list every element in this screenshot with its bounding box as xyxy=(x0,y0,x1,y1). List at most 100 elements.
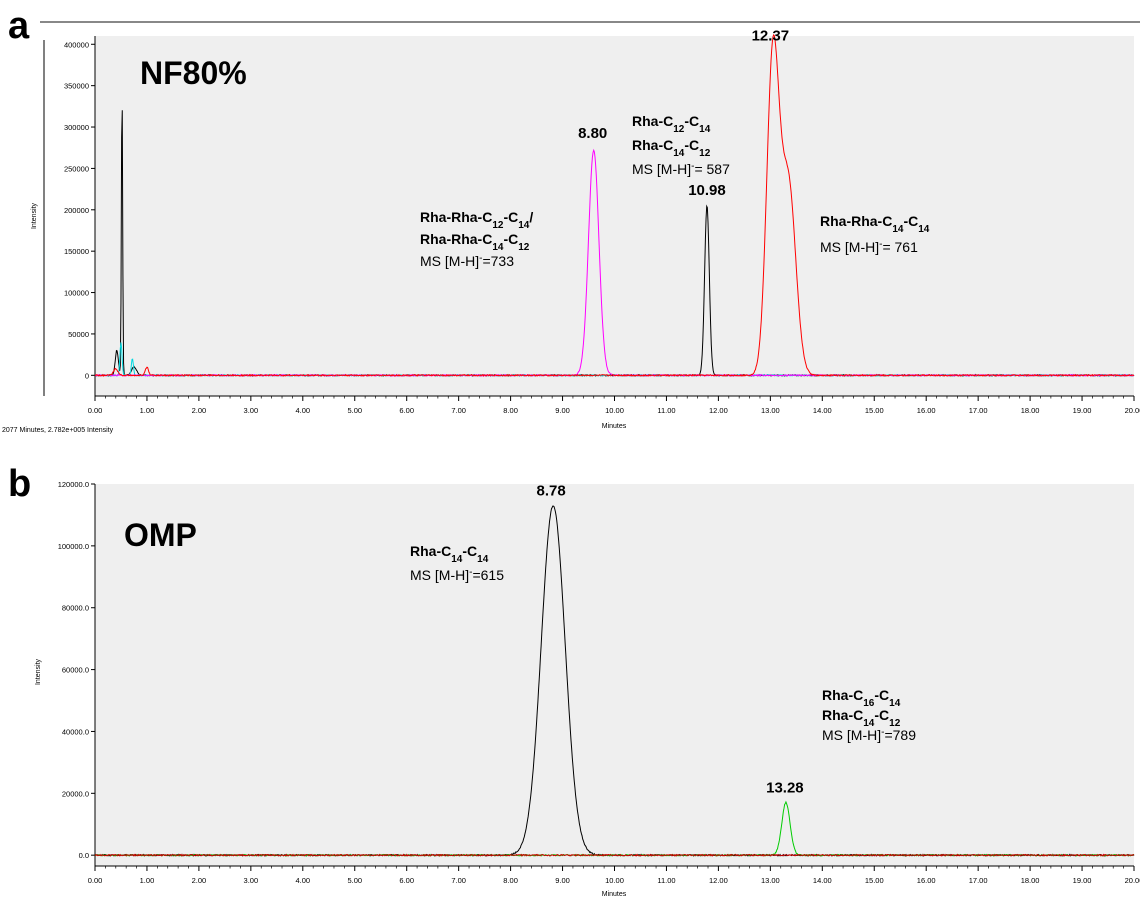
panel-b-peak-labels: 8.78 13.28 xyxy=(537,482,804,796)
y-tick-label: 100000 xyxy=(64,289,89,298)
y-tick-label: 40000.0 xyxy=(62,727,89,736)
panel-b-letter: b xyxy=(8,463,31,505)
annotation-line: Rha-C14-C12 xyxy=(822,707,901,729)
panel-a-peak-labels: 8.80 10.98 12.37 xyxy=(578,27,789,199)
panel-a-y-label: Intensity xyxy=(31,202,38,229)
x-tick-label: 20.00 xyxy=(1125,876,1140,885)
y-tick-label: 120000.0 xyxy=(58,480,89,489)
x-tick-label: 13.00 xyxy=(761,876,780,885)
panel-a-y-ticks: 0 50000 100000 150000 200000 250000 300000 3500… xyxy=(64,40,95,380)
annotation-line: MS [M-H]-=789 xyxy=(822,727,916,744)
x-tick-label: 5.00 xyxy=(347,406,362,415)
x-tick-label: 19.00 xyxy=(1073,406,1092,415)
panel-b-traces xyxy=(94,505,1135,857)
panel-b-y-label: Intensity xyxy=(35,658,42,685)
y-tick-label: 20000.0 xyxy=(62,789,89,798)
x-tick-label: 12.00 xyxy=(709,406,728,415)
x-tick-label: 4.00 xyxy=(295,406,310,415)
x-tick-label: 10.00 xyxy=(605,406,624,415)
x-tick-label: 11.00 xyxy=(657,876,675,885)
y-tick-label: 350000 xyxy=(64,82,89,91)
annotation-line: MS [M-H]-= 761 xyxy=(820,239,918,256)
x-tick-label: 10.00 xyxy=(605,876,624,885)
x-tick-label: 1.00 xyxy=(140,876,155,885)
x-tick-label: 4.00 xyxy=(295,876,310,885)
peak-label: 8.80 xyxy=(578,125,607,142)
x-tick-label: 8.00 xyxy=(503,406,518,415)
x-tick-label: 18.00 xyxy=(1021,876,1040,885)
peak-label: 12.37 xyxy=(752,27,790,44)
y-tick-label: 100000.0 xyxy=(58,542,89,551)
x-tick-label: 14.00 xyxy=(813,406,832,415)
x-tick-label: 17.00 xyxy=(969,876,988,885)
trace-series-3 xyxy=(94,853,1135,857)
panel-a-x-label: Minutes xyxy=(602,423,627,430)
panel-a: a 0 50000 100000 150000 200000 250000 300000 35… xyxy=(2,5,1140,434)
annotation-line: Rha-Rha-C12-C14/ xyxy=(420,209,533,231)
y-tick-label: 150000 xyxy=(64,247,89,256)
peak-label: 10.98 xyxy=(688,182,726,199)
annotation-line: MS [M-H]-=733 xyxy=(420,253,514,270)
x-tick-label: 0.00 xyxy=(88,876,103,885)
panel-b: b 0.0 20000.0 40000.0 60000.0 80000.0 100000.… xyxy=(8,463,1140,898)
y-tick-label: 250000 xyxy=(64,164,89,173)
annotation-line: Rha-C16-C14 xyxy=(822,687,901,709)
x-tick-label: 3.00 xyxy=(244,406,259,415)
panel-b-plot-area xyxy=(95,484,1134,866)
panel-a-traces xyxy=(94,33,1135,377)
panel-b-y-ticks: 0.0 20000.0 40000.0 60000.0 80000.0 100000.0 1… xyxy=(58,480,95,860)
y-tick-label: 400000 xyxy=(64,40,89,49)
annotation-line: Rha-C12-C14 xyxy=(632,113,711,135)
trace-series-4 xyxy=(94,33,1135,377)
x-tick-label: 2.00 xyxy=(192,406,207,415)
x-tick-label: 9.00 xyxy=(555,406,570,415)
x-tick-label: 12.00 xyxy=(709,876,728,885)
x-tick-label: 20.00 xyxy=(1125,406,1140,415)
x-tick-label: 1.00 xyxy=(140,406,155,415)
annotation-line: Rha-Rha-C14-C12 xyxy=(420,231,530,253)
x-tick-label: 7.00 xyxy=(451,406,466,415)
panel-b-annotation-1: Rha-C14-C14 MS [M-H]-=615 xyxy=(410,543,504,583)
x-tick-label: 11.00 xyxy=(657,406,675,415)
x-tick-label: 18.00 xyxy=(1021,406,1040,415)
x-tick-label: 19.00 xyxy=(1073,876,1092,885)
x-tick-label: 15.00 xyxy=(865,876,884,885)
x-tick-label: 3.00 xyxy=(244,876,259,885)
y-tick-label: 0.0 xyxy=(79,851,89,860)
x-tick-label: 16.00 xyxy=(917,876,936,885)
panel-b-x-label: Minutes xyxy=(602,891,627,898)
panel-a-plot-area xyxy=(95,36,1134,396)
y-tick-label: 80000.0 xyxy=(62,604,89,613)
x-tick-label: 14.00 xyxy=(813,876,832,885)
panel-b-x-ticks: 0.00 1.00 2.00 3.00 4.00 5.00 6.00 7.00 8.00 9.00… xyxy=(88,866,1140,885)
y-tick-label: 200000 xyxy=(64,206,89,215)
annotation-line: MS [M-H]-=615 xyxy=(410,567,504,584)
panel-a-x-ticks: 0.00 1.00 2.00 3.00 4.00 5.00 6.00 7.00 8.00 9.00… xyxy=(88,396,1140,415)
x-tick-label: 9.00 xyxy=(555,876,570,885)
x-tick-label: 2.00 xyxy=(192,876,207,885)
x-tick-label: 13.00 xyxy=(761,406,780,415)
x-tick-label: 0.00 xyxy=(88,406,103,415)
peak-label: 13.28 xyxy=(766,779,804,796)
annotation-line: Rha-C14-C14 xyxy=(410,543,489,565)
x-tick-label: 17.00 xyxy=(969,406,988,415)
panel-a-annotation-3: Rha-Rha-C14-C14 MS [M-H]-= 761 xyxy=(820,213,930,255)
x-tick-label: 6.00 xyxy=(399,876,414,885)
annotation-line: MS [M-H]-= 587 xyxy=(632,161,730,178)
y-tick-label: 60000.0 xyxy=(62,666,89,675)
panel-a-letter: a xyxy=(8,5,30,47)
x-tick-label: 16.00 xyxy=(917,406,936,415)
y-tick-label: 50000 xyxy=(68,330,89,339)
annotation-line: Rha-Rha-C14-C14 xyxy=(820,213,930,235)
peak-label: 8.78 xyxy=(537,482,566,499)
panel-a-status-text: 2077 Minutes, 2.782e+005 Intensity xyxy=(2,427,114,434)
y-tick-label: 0 xyxy=(85,371,89,380)
x-tick-label: 7.00 xyxy=(451,876,466,885)
panel-a-sample-label: NF80% xyxy=(140,55,247,91)
x-tick-label: 5.00 xyxy=(347,876,362,885)
x-tick-label: 15.00 xyxy=(865,406,884,415)
